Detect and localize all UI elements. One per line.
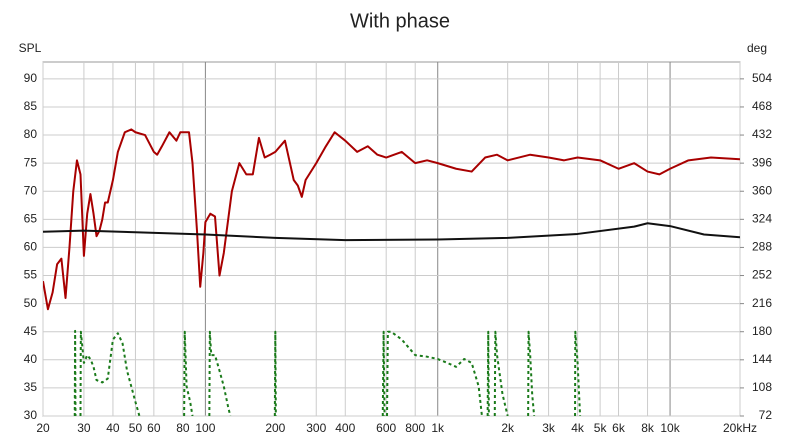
y-tick-label: 90 bbox=[24, 71, 38, 85]
x-tick-label: 5k bbox=[594, 421, 608, 435]
y2-tick-label: 468 bbox=[752, 99, 772, 113]
series-line bbox=[73, 329, 582, 416]
y2-tick-label: 324 bbox=[752, 212, 772, 226]
x-tick-label: 2k bbox=[501, 421, 515, 435]
series-line bbox=[43, 222, 740, 242]
y-tick-label: 85 bbox=[24, 99, 38, 113]
x-tick-label: 3k bbox=[542, 421, 556, 435]
y2-tick-label: 288 bbox=[752, 240, 772, 254]
x-tick-label: 80 bbox=[176, 421, 190, 435]
x-tick-label: 30 bbox=[77, 421, 91, 435]
y-tick-label: 50 bbox=[24, 296, 38, 310]
x-tick-label: 300 bbox=[306, 421, 326, 435]
y2-tick-label: 72 bbox=[759, 408, 773, 422]
y-tick-label: 60 bbox=[24, 240, 38, 254]
y2-tick-label: 144 bbox=[752, 352, 772, 366]
chart-title: With phase bbox=[350, 10, 450, 32]
tick-labels: 20 30 40 50 60 80 100 200 300 400 600 800 1k 2k 3k 4k 5k… bbox=[24, 71, 773, 435]
y-tick-label: 30 bbox=[24, 408, 38, 422]
x-tick-label: 4k bbox=[571, 421, 585, 435]
grid bbox=[42, 62, 741, 417]
x-tick-label: 20 bbox=[36, 421, 50, 435]
x-tick-label: 400 bbox=[335, 421, 355, 435]
y-axis-label: SPL bbox=[19, 41, 42, 55]
y-tick-label: 65 bbox=[24, 212, 38, 226]
y-tick-label: 75 bbox=[24, 155, 38, 169]
y-tick-label: 55 bbox=[24, 268, 38, 282]
plot bbox=[43, 128, 740, 416]
y-tick-label: 35 bbox=[24, 380, 38, 394]
y2-tick-label: 360 bbox=[752, 183, 772, 197]
y2-tick-label: 252 bbox=[752, 268, 772, 282]
y2-tick-label: 180 bbox=[752, 324, 772, 338]
x-tick-label: 50 bbox=[129, 421, 143, 435]
y-tick-label: 80 bbox=[24, 127, 38, 141]
x-tick-label: 20kHz bbox=[723, 421, 757, 435]
series-line bbox=[43, 128, 740, 311]
x-tick-label: 100 bbox=[195, 421, 215, 435]
y2-tick-label: 108 bbox=[752, 380, 772, 394]
x-tick-label: 200 bbox=[265, 421, 285, 435]
y2-tick-label: 216 bbox=[752, 296, 772, 310]
y-tick-label: 40 bbox=[24, 352, 38, 366]
x-tick-label: 40 bbox=[106, 421, 120, 435]
x-tick-label: 600 bbox=[376, 421, 396, 435]
x-tick-label: 800 bbox=[405, 421, 425, 435]
y2-tick-label: 504 bbox=[752, 71, 772, 85]
y2-axis-label: deg bbox=[747, 41, 767, 55]
x-tick-label: 1k bbox=[431, 421, 445, 435]
y2-tick-label: 396 bbox=[752, 155, 772, 169]
x-tick-label: 8k bbox=[641, 421, 655, 435]
y-tick-label: 45 bbox=[24, 324, 38, 338]
x-tick-label: 10k bbox=[660, 421, 680, 435]
y2-tick-label: 432 bbox=[752, 127, 772, 141]
x-tick-label: 6k bbox=[612, 421, 626, 435]
y-tick-label: 70 bbox=[24, 183, 38, 197]
x-tick-label: 60 bbox=[147, 421, 161, 435]
